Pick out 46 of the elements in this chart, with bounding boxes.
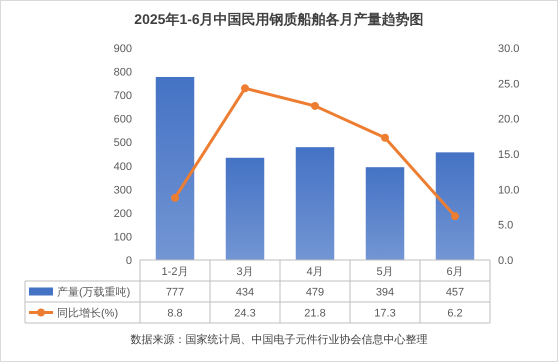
data-label: 17.3	[374, 308, 396, 320]
data-label: 777	[166, 286, 184, 298]
point	[171, 194, 179, 202]
bar	[436, 152, 474, 260]
x-tick-label: 5月	[376, 266, 394, 278]
data-label: 479	[306, 286, 324, 298]
data-label: 6.2	[447, 308, 463, 320]
legend-label: 同比增长(%)	[57, 306, 118, 320]
bar	[366, 167, 404, 260]
y-tick-label: 500	[114, 137, 132, 150]
data-label: 21.8	[304, 308, 326, 320]
bar	[226, 158, 264, 260]
y2-tick-label: 10.0	[498, 184, 520, 196]
data-label: 8.8	[167, 308, 183, 320]
y2-tick-label: 0.0	[498, 255, 514, 267]
y-tick-label: 0	[126, 255, 132, 267]
data-label: 457	[446, 286, 464, 298]
data-label: 24.3	[234, 308, 256, 320]
y-tick-label: 800	[114, 66, 132, 79]
y-tick-label: 700	[114, 90, 132, 102]
y-tick-label: 100	[114, 231, 132, 244]
point	[241, 84, 249, 92]
point	[311, 102, 319, 110]
y-tick-label: 400	[114, 160, 132, 173]
chart-title: 2025年1-6月中国民用钢质船舶各月产量趋势图	[134, 11, 424, 27]
point	[381, 134, 389, 142]
bar	[296, 147, 334, 260]
y2-tick-label: 25.0	[498, 78, 520, 90]
y2-tick-label: 5.0	[498, 220, 514, 232]
legend-label: 产量(万载重吨)	[57, 286, 130, 298]
data-label: 394	[376, 286, 394, 298]
point	[451, 212, 459, 220]
x-tick-label: 4月	[306, 266, 324, 278]
y2-tick-label: 30.0	[498, 43, 520, 55]
bar	[156, 76, 194, 260]
y2-tick-label: 15.0	[498, 149, 520, 161]
x-tick-label: 3月	[236, 266, 254, 278]
y-tick-label: 600	[114, 114, 132, 126]
x-tick-label: 1-2月	[162, 266, 188, 278]
y-tick-label: 900	[114, 43, 132, 55]
y-tick-label: 300	[114, 184, 132, 196]
data-label: 434	[236, 286, 254, 298]
y-tick-label: 200	[114, 208, 132, 220]
x-tick-label: 6月	[446, 266, 464, 278]
y2-tick-label: 20.0	[498, 114, 520, 126]
source-note: 数据来源：国家统计局、中国电子元件行业协会信息中心整理	[130, 333, 428, 346]
